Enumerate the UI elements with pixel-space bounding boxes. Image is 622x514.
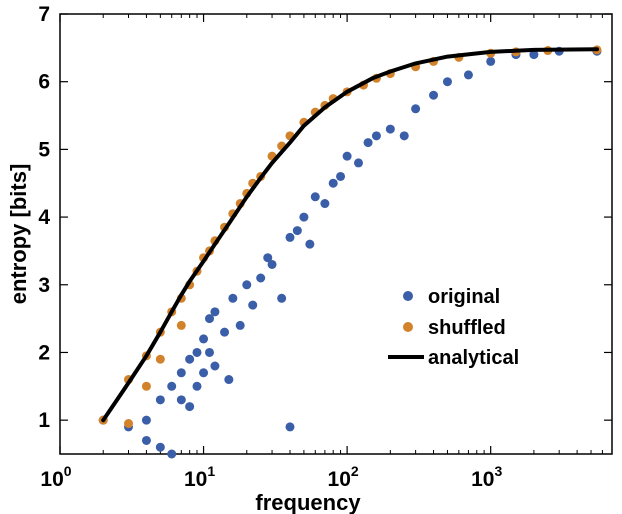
x-tick-label: 100	[40, 463, 71, 491]
original-point	[220, 327, 230, 337]
original-point	[363, 138, 373, 148]
original-point	[192, 381, 202, 391]
original-point	[353, 158, 363, 168]
original-point	[248, 300, 258, 310]
original-point	[210, 307, 220, 317]
legend-label-original: original	[428, 286, 500, 308]
axis-ticks	[59, 13, 613, 454]
x-tick-label: 103	[471, 463, 502, 491]
analytical-line	[101, 47, 599, 423]
shuffled-point	[155, 354, 165, 364]
original-series	[98, 46, 602, 459]
legend-marker-original	[403, 291, 413, 301]
original-point	[399, 131, 409, 141]
shuffled-point	[141, 381, 151, 391]
original-point	[167, 449, 177, 459]
y-tick-label: 6	[38, 71, 50, 94]
original-point	[235, 320, 245, 330]
original-point	[155, 395, 165, 405]
original-point	[185, 402, 195, 412]
original-point	[292, 226, 302, 236]
y-tick-label: 3	[38, 274, 50, 297]
original-point	[199, 334, 209, 344]
original-point	[263, 253, 273, 263]
shuffled-point	[123, 419, 133, 429]
original-point	[310, 192, 320, 202]
original-point	[256, 273, 266, 283]
legend-label-shuffled: shuffled	[428, 317, 506, 339]
original-point	[342, 151, 352, 161]
original-point	[305, 239, 315, 249]
legend-label-analytical: analytical	[428, 347, 519, 369]
original-point	[429, 90, 439, 100]
y-tick-label: 1	[38, 409, 50, 432]
original-point	[185, 354, 195, 364]
original-point	[486, 56, 496, 66]
y-tick-label: 5	[38, 138, 50, 161]
original-point	[411, 104, 421, 114]
original-point	[285, 232, 295, 242]
original-point	[228, 293, 238, 303]
original-point	[176, 395, 186, 405]
original-point	[141, 415, 151, 425]
original-point	[529, 50, 539, 60]
original-point	[205, 314, 215, 324]
plot-area	[59, 13, 613, 455]
original-point	[371, 131, 381, 141]
original-point	[320, 199, 330, 209]
original-point	[141, 435, 151, 445]
x-tick-label: 102	[328, 463, 359, 491]
original-point	[336, 171, 346, 181]
original-point	[267, 259, 277, 269]
original-point	[167, 381, 177, 391]
y-axis-label: entropy [bits]	[6, 164, 31, 305]
x-tick-label: 101	[184, 463, 215, 491]
legend: original shuffled analytical	[388, 286, 519, 369]
original-point	[210, 361, 220, 371]
y-tick-labels: 1 2 3 4 5 6 7	[38, 3, 50, 432]
original-point	[242, 280, 252, 290]
original-point	[205, 347, 215, 357]
original-point	[385, 124, 395, 134]
original-point	[192, 347, 202, 357]
y-tick-label: 4	[38, 206, 50, 229]
original-point	[463, 70, 473, 80]
x-tick-labels: 100 101 102 103	[40, 463, 502, 491]
y-tick-label: 2	[38, 341, 50, 364]
original-point	[299, 212, 309, 222]
original-point	[285, 422, 295, 432]
x-axis-label: frequency	[255, 490, 361, 514]
shuffled-point	[176, 320, 186, 330]
original-point	[442, 77, 452, 87]
original-point	[224, 375, 234, 385]
original-point	[176, 368, 186, 378]
original-point	[155, 442, 165, 452]
original-point	[199, 368, 209, 378]
y-tick-label: 7	[38, 3, 50, 26]
original-point	[328, 178, 338, 188]
original-point	[277, 293, 287, 303]
legend-marker-shuffled	[403, 322, 413, 332]
